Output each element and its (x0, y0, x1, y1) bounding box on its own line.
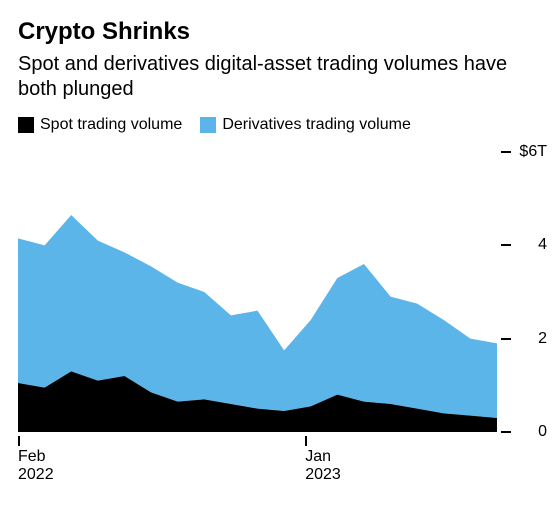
y-tick-label: 4 (538, 236, 547, 254)
legend-label-derivatives: Derivatives trading volume (222, 116, 411, 134)
x-tick (305, 436, 307, 446)
x-label-month: Jan (305, 448, 341, 466)
x-label-month: Feb (18, 448, 54, 466)
y-axis: $6T420 (497, 152, 547, 432)
legend-item-derivatives: Derivatives trading volume (200, 116, 411, 134)
y-tick (501, 338, 511, 340)
legend-swatch-derivatives (200, 117, 216, 133)
plot-area (18, 152, 497, 432)
y-tick (501, 431, 511, 433)
chart-subtitle: Spot and derivatives digital-asset tradi… (18, 52, 547, 102)
x-axis: Feb2022 Jan2023 (18, 436, 547, 496)
legend-item-spot: Spot trading volume (18, 116, 182, 134)
x-tick (18, 436, 20, 446)
y-tick (501, 244, 511, 246)
x-tick-group: Feb2022 (18, 436, 54, 484)
chart-title: Crypto Shrinks (18, 18, 547, 46)
chart-wrap: $6T420 (18, 152, 547, 432)
legend: Spot trading volume Derivatives trading … (18, 116, 547, 134)
legend-swatch-spot (18, 117, 34, 133)
y-tick-label: 2 (538, 330, 547, 348)
legend-label-spot: Spot trading volume (40, 116, 182, 134)
y-tick-label: $6T (519, 143, 547, 161)
x-label-year: 2022 (18, 466, 54, 484)
x-tick-group: Jan2023 (305, 436, 341, 484)
x-label-year: 2023 (305, 466, 341, 484)
y-tick (501, 151, 511, 153)
plot-svg (18, 152, 497, 432)
